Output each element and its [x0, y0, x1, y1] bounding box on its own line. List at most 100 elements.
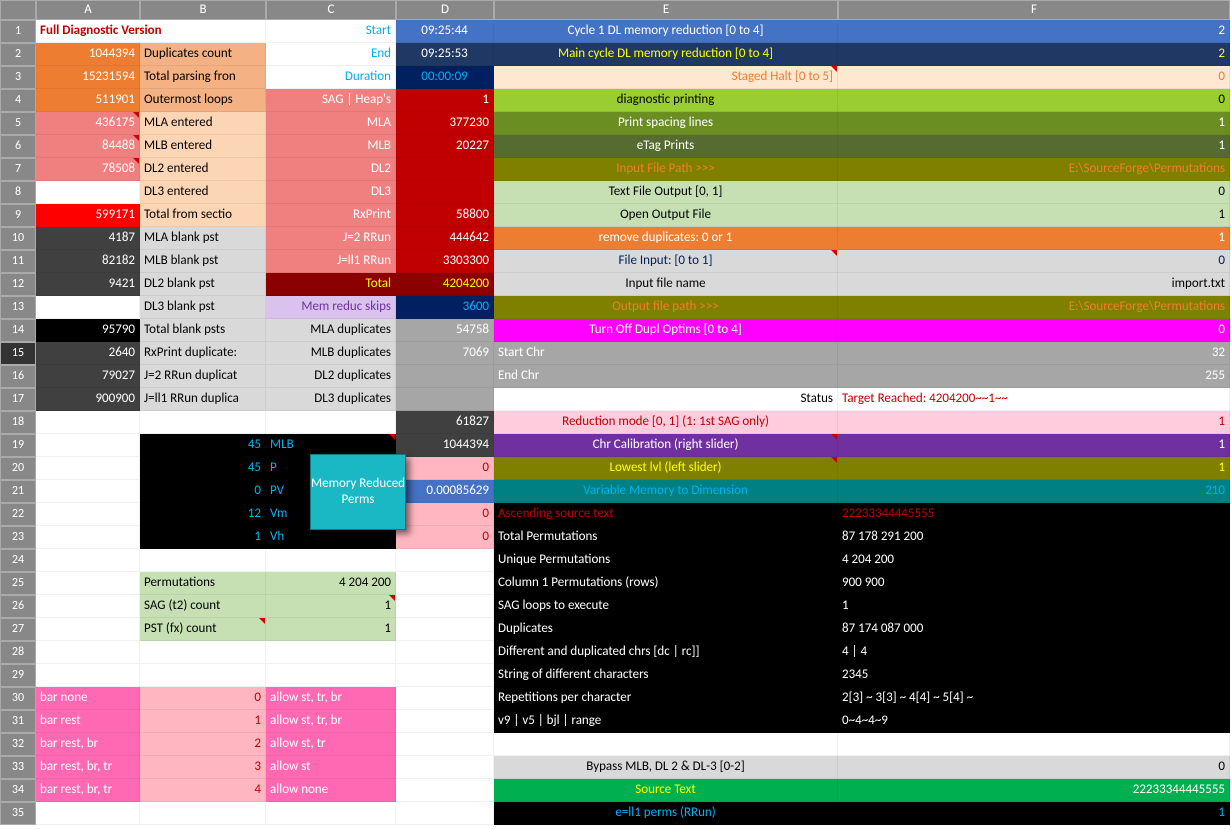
cell-F1[interactable]: 2	[838, 20, 1230, 43]
col-header-A[interactable]: A	[36, 0, 140, 20]
cell-E8[interactable]: Text File Output [0, 1]	[494, 181, 838, 204]
row-header-14[interactable]: 14	[0, 319, 36, 342]
cell-A21[interactable]	[36, 480, 140, 503]
row-header-21[interactable]: 21	[0, 480, 36, 503]
cell-B31[interactable]: 1	[140, 710, 266, 733]
cell-E1[interactable]: Cycle 1 DL memory reduction [0 to 4]	[494, 20, 838, 43]
cell-C31[interactable]: allow st, tr, br	[266, 710, 396, 733]
cell-E34[interactable]: Source Text	[494, 779, 838, 802]
cell-E14[interactable]: Turn Off Dupl Optims [0 to 4]	[494, 319, 838, 342]
cell-B6[interactable]: MLB entered	[140, 135, 266, 158]
cell-F30[interactable]: 2[3] ~ 3[3] ~ 4[4] ~ 5[4] ~	[838, 687, 1230, 710]
cell-C33[interactable]: allow st	[266, 756, 396, 779]
cell-F34[interactable]: 22233344445555	[838, 779, 1230, 802]
cell-A29[interactable]	[36, 664, 140, 687]
cell-B12[interactable]: DL2 blank pst	[140, 273, 266, 296]
cell-F28[interactable]: 4 | 4	[838, 641, 1230, 664]
cell-E25[interactable]: Column 1 Permutations (rows)	[494, 572, 838, 595]
row-header-13[interactable]: 13	[0, 296, 36, 319]
cell-F14[interactable]: 0	[838, 319, 1230, 342]
cell-B17[interactable]: J=ll1 RRun duplica	[140, 388, 266, 411]
row-header-26[interactable]: 26	[0, 595, 36, 618]
row-header-1[interactable]: 1	[0, 20, 36, 43]
row-header-3[interactable]: 3	[0, 66, 36, 89]
cell-A3[interactable]: 15231594	[36, 66, 140, 89]
row-header-30[interactable]: 30	[0, 687, 36, 710]
cell-A17[interactable]: 900900	[36, 388, 140, 411]
cell-B18[interactable]	[140, 411, 266, 434]
cell-F18[interactable]: 1	[838, 411, 1230, 434]
cell-A30[interactable]: bar none	[36, 687, 140, 710]
cell-B13[interactable]: DL3 blank pst	[140, 296, 266, 319]
cell-D11[interactable]: 3303300	[396, 250, 494, 273]
col-header-D[interactable]: D	[396, 0, 494, 20]
cell-D13[interactable]: 3600	[396, 296, 494, 319]
cell-C25[interactable]: 4 204 200	[266, 572, 396, 595]
cell-A25[interactable]	[36, 572, 140, 595]
cell-F22[interactable]: 22233344445555	[838, 503, 1230, 526]
cell-B24[interactable]	[140, 549, 266, 572]
cell-C13[interactable]: Mem reduc skips	[266, 296, 396, 319]
cell-E24[interactable]: Unique Permutations	[494, 549, 838, 572]
cell-C30[interactable]: allow st, tr, br	[266, 687, 396, 710]
cell-D28[interactable]	[396, 641, 494, 664]
cell-D4[interactable]: 1	[396, 89, 494, 112]
cell-D12[interactable]: 4204200	[396, 273, 494, 296]
cell-D26[interactable]	[396, 595, 494, 618]
cell-D9[interactable]: 58800	[396, 204, 494, 227]
cell-E26[interactable]: SAG loops to execute	[494, 595, 838, 618]
cell-B4[interactable]: Outermost loops	[140, 89, 266, 112]
cell-C35[interactable]	[266, 802, 396, 825]
cell-E12[interactable]: Input file name	[494, 273, 838, 296]
row-header-20[interactable]: 20	[0, 457, 36, 480]
cell-B26[interactable]: SAG (t2) count	[140, 595, 266, 618]
cell-D17[interactable]	[396, 388, 494, 411]
cell-B3[interactable]: Total parsing fron	[140, 66, 266, 89]
cell-B27[interactable]: PST (fx) count	[140, 618, 266, 641]
cell-D6[interactable]: 20227	[396, 135, 494, 158]
cell-F6[interactable]: 1	[838, 135, 1230, 158]
cell-B25[interactable]: Permutations	[140, 572, 266, 595]
cell-F23[interactable]: 87 178 291 200	[838, 526, 1230, 549]
col-header-B[interactable]: B	[140, 0, 266, 20]
row-header-10[interactable]: 10	[0, 227, 36, 250]
cell-E9[interactable]: Open Output File	[494, 204, 838, 227]
cell-C10[interactable]: J=2 RRun	[266, 227, 396, 250]
row-header-15[interactable]: 15	[0, 342, 36, 365]
cell-C5[interactable]: MLA	[266, 112, 396, 135]
cell-E28[interactable]: Different and duplicated chrs [dc | rc]]	[494, 641, 838, 664]
row-header-23[interactable]: 23	[0, 526, 36, 549]
row-header-11[interactable]: 11	[0, 250, 36, 273]
cell-F13[interactable]: E:\SourceForge\Permutations	[838, 296, 1230, 319]
cell-E23[interactable]: Total Permutations	[494, 526, 838, 549]
row-header-33[interactable]: 33	[0, 756, 36, 779]
cell-B10[interactable]: MLA blank pst	[140, 227, 266, 250]
cell-B29[interactable]	[140, 664, 266, 687]
cell-B11[interactable]: MLB blank pst	[140, 250, 266, 273]
cell-D21[interactable]: 0.00085629	[396, 480, 494, 503]
cell-F27[interactable]: 87 174 087 000	[838, 618, 1230, 641]
cell-C24[interactable]	[266, 549, 396, 572]
cell-D34[interactable]	[396, 779, 494, 802]
cell-F10[interactable]: 1	[838, 227, 1230, 250]
cell-B23[interactable]: 1	[140, 526, 266, 549]
cell-A9[interactable]: 599171	[36, 204, 140, 227]
cell-A32[interactable]: bar rest, br	[36, 733, 140, 756]
cell-D33[interactable]	[396, 756, 494, 779]
row-header-31[interactable]: 31	[0, 710, 36, 733]
cell-C6[interactable]: MLB	[266, 135, 396, 158]
cell-A35[interactable]	[36, 802, 140, 825]
cell-F26[interactable]: 1	[838, 595, 1230, 618]
col-header-F[interactable]: F	[838, 0, 1230, 20]
cell-A10[interactable]: 4187	[36, 227, 140, 250]
corner-cell[interactable]	[0, 0, 36, 20]
cell-A5[interactable]: 436175	[36, 112, 140, 135]
cell-B22[interactable]: 12	[140, 503, 266, 526]
cell-F11[interactable]: 0	[838, 250, 1230, 273]
cell-F15[interactable]: 32	[838, 342, 1230, 365]
cell-E32[interactable]	[494, 733, 838, 756]
cell-E10[interactable]: remove duplicates: 0 or 1	[494, 227, 838, 250]
cell-C32[interactable]: allow st, tr	[266, 733, 396, 756]
row-header-6[interactable]: 6	[0, 135, 36, 158]
cell-D24[interactable]	[396, 549, 494, 572]
